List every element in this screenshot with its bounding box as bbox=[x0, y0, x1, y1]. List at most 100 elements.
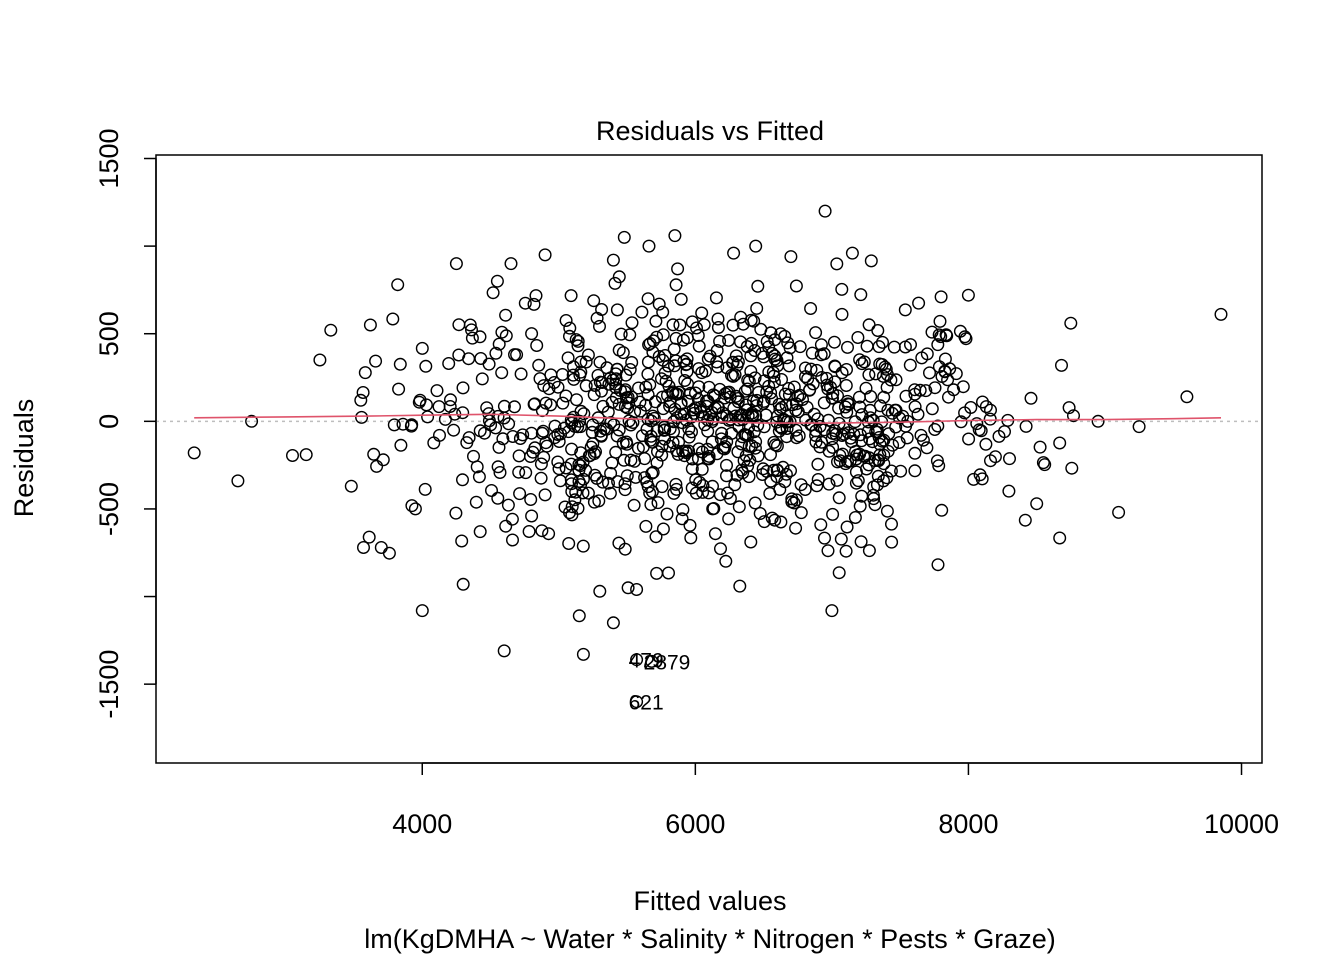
data-point bbox=[376, 453, 390, 467]
data-point bbox=[862, 318, 876, 332]
data-point bbox=[954, 415, 968, 429]
data-point bbox=[618, 483, 632, 497]
data-point bbox=[631, 441, 645, 455]
data-point bbox=[695, 306, 709, 320]
data-point bbox=[923, 366, 937, 380]
data-point bbox=[764, 448, 778, 462]
data-point bbox=[860, 339, 874, 353]
data-point bbox=[814, 518, 828, 532]
data-point bbox=[692, 339, 706, 353]
data-point bbox=[793, 340, 807, 354]
data-point bbox=[534, 457, 548, 471]
data-point bbox=[676, 503, 690, 517]
data-point bbox=[537, 450, 551, 464]
data-point bbox=[1062, 401, 1076, 415]
data-point bbox=[660, 507, 674, 521]
data-point bbox=[881, 403, 895, 417]
data-point bbox=[791, 405, 805, 419]
data-point bbox=[854, 535, 868, 549]
data-point bbox=[563, 506, 577, 520]
data-point bbox=[619, 368, 633, 382]
data-point bbox=[646, 465, 660, 479]
data-point bbox=[934, 290, 948, 304]
data-point bbox=[843, 454, 857, 468]
data-point bbox=[745, 406, 759, 420]
data-point bbox=[566, 368, 580, 382]
data-point bbox=[928, 423, 942, 437]
x-tick-label: 6000 bbox=[665, 809, 725, 839]
data-point bbox=[415, 604, 429, 618]
data-point bbox=[779, 415, 793, 429]
data-point bbox=[697, 318, 711, 332]
data-point bbox=[525, 509, 539, 523]
data-point bbox=[814, 338, 828, 352]
data-point bbox=[630, 653, 644, 667]
data-point bbox=[708, 527, 722, 541]
data-point bbox=[931, 419, 945, 433]
data-point bbox=[714, 542, 728, 556]
data-point bbox=[719, 554, 733, 568]
data-point bbox=[992, 429, 1006, 443]
data-point bbox=[656, 328, 670, 342]
data-point bbox=[748, 496, 762, 510]
data-point bbox=[1065, 461, 1079, 475]
data-point bbox=[623, 328, 637, 342]
data-point bbox=[299, 448, 313, 462]
data-point bbox=[412, 395, 426, 409]
data-point bbox=[686, 403, 700, 417]
data-point bbox=[658, 423, 672, 437]
data-point bbox=[574, 355, 588, 369]
data-point bbox=[854, 288, 868, 302]
data-point bbox=[628, 405, 642, 419]
data-point bbox=[870, 425, 884, 439]
data-point bbox=[820, 371, 834, 385]
data-point bbox=[492, 337, 506, 351]
data-point bbox=[1024, 391, 1038, 405]
data-point bbox=[512, 449, 526, 463]
data-point bbox=[780, 351, 794, 365]
data-point bbox=[828, 359, 842, 373]
data-point bbox=[482, 357, 496, 371]
data-point bbox=[427, 436, 441, 450]
data-point bbox=[538, 488, 552, 502]
chart-title: Residuals vs Fitted bbox=[596, 116, 824, 146]
data-point bbox=[576, 539, 590, 553]
data-point bbox=[496, 432, 510, 446]
data-point bbox=[612, 423, 626, 437]
data-point bbox=[603, 486, 617, 500]
data-point bbox=[625, 316, 639, 330]
data-point bbox=[912, 296, 926, 310]
data-point bbox=[892, 436, 906, 450]
data-point bbox=[913, 383, 927, 397]
chart-subtitle: lm(KgDMHA ~ Water * Salinity * Nitrogen … bbox=[364, 924, 1055, 954]
data-point bbox=[628, 454, 642, 468]
data-point bbox=[872, 454, 886, 468]
data-point bbox=[559, 389, 573, 403]
data-point bbox=[748, 441, 762, 455]
data-point bbox=[587, 447, 601, 461]
data-point bbox=[813, 419, 827, 433]
data-point bbox=[415, 341, 429, 355]
data-point bbox=[911, 407, 925, 421]
data-point bbox=[605, 456, 619, 470]
data-point bbox=[649, 530, 663, 544]
data-point bbox=[576, 455, 590, 469]
data-point bbox=[367, 447, 381, 461]
data-point bbox=[635, 305, 649, 319]
data-point bbox=[848, 511, 862, 525]
data-point bbox=[563, 321, 577, 335]
data-point bbox=[577, 407, 591, 421]
data-point bbox=[863, 411, 877, 425]
data-point bbox=[462, 431, 476, 445]
data-point bbox=[964, 401, 978, 415]
data-point bbox=[692, 380, 706, 394]
data-point bbox=[655, 448, 669, 462]
data-point bbox=[720, 386, 734, 400]
data-point bbox=[528, 397, 542, 411]
data-point bbox=[1033, 440, 1047, 454]
data-point bbox=[614, 384, 628, 398]
data-point bbox=[750, 393, 764, 407]
data-point bbox=[979, 437, 993, 451]
data-point bbox=[733, 579, 747, 593]
data-point bbox=[668, 229, 682, 243]
